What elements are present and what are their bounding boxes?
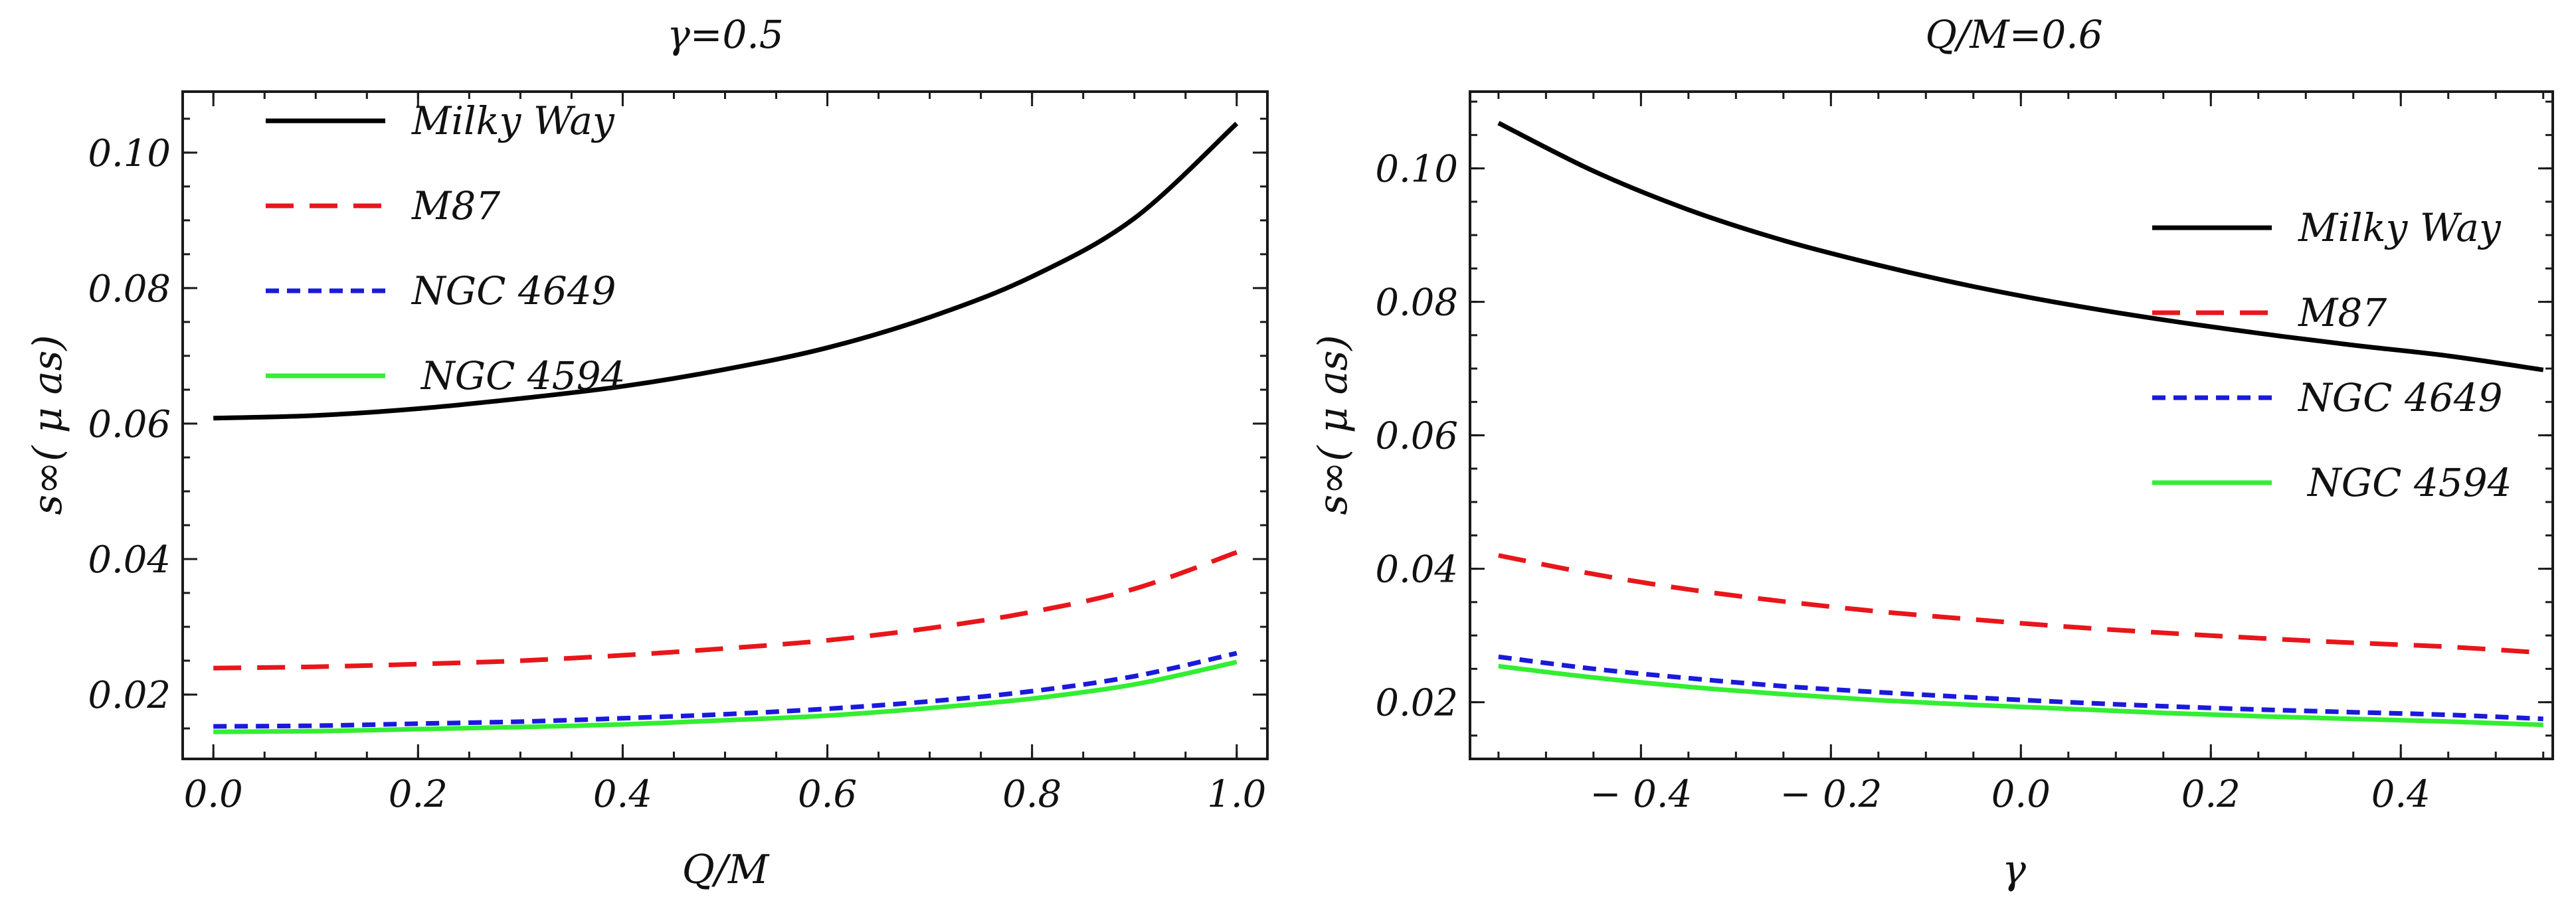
left-chart-title: γ=0.5: [667, 12, 784, 57]
right-axis-ticks: − 0.4 − 0.2 0.0 0.2 0.4 0.02 0.04 0.06 0.08 0.10: [1375, 92, 2553, 816]
legend-label: NGC 4594: [420, 353, 626, 398]
series-line-m87: [213, 550, 1238, 671]
x-tick-label: 0.2: [2181, 773, 2241, 816]
left-series-lines: [213, 122, 1239, 734]
y-tick-label: 0.04: [1375, 548, 1458, 592]
legend-label: M87: [2298, 290, 2387, 335]
x-tick-label: 1.0: [1207, 773, 1266, 816]
y-tick-label: 0.02: [88, 674, 171, 717]
series-line-milky-way: [213, 122, 1239, 421]
right-chart-title: Q/M=0.6: [1925, 12, 2102, 57]
series-line-ngc-4649: [1498, 654, 2543, 722]
left-plot-frame: [181, 90, 1269, 760]
series-line-milky-way: [1497, 121, 2544, 372]
series-line-ngc-4594: [213, 659, 1238, 734]
x-tick-label: − 0.4: [1590, 773, 1692, 816]
right-y-axis-label: s∞( μ as): [1310, 335, 1356, 515]
right-legend: Milky Way M87 NGC 4649 NGC 4594: [2152, 205, 2512, 505]
x-tick-label: 0.6: [798, 773, 857, 816]
x-tick-label: 0.8: [1002, 773, 1061, 816]
y-tick-label: 0.04: [88, 538, 171, 582]
right-series-lines: [1497, 121, 2544, 728]
y-tick-label: 0.10: [1375, 148, 1458, 191]
x-tick-label: 0.0: [1991, 773, 2051, 816]
y-tick-label: 0.08: [1375, 282, 1458, 325]
legend-label: NGC 4649: [411, 268, 616, 313]
left-axis-ticks: 0.0 0.2 0.4 0.6 0.8 1.0 0.02 0.04 0.06 0.08 0.10: [88, 92, 1267, 816]
x-tick-label: 0.4: [2371, 773, 2431, 816]
legend-label: NGC 4649: [2297, 375, 2503, 420]
y-tick-label: 0.06: [1375, 415, 1458, 458]
x-tick-label: 0.4: [593, 773, 652, 816]
right-panel: Q/M=0.6 γ s∞( μ as) − 0.4 − 0.2 0.0 0.2 0.4 0…: [1310, 12, 2554, 893]
y-tick-label: 0.02: [1375, 682, 1458, 725]
series-line-m87: [1498, 553, 2543, 655]
y-tick-label: 0.06: [88, 403, 171, 446]
x-tick-label: − 0.2: [1780, 773, 1882, 816]
left-y-axis-label: s∞( μ as): [25, 335, 71, 515]
right-x-axis-label: γ: [2002, 847, 2026, 893]
y-tick-label: 0.10: [88, 132, 171, 175]
legend-label: M87: [411, 183, 500, 228]
x-tick-label: 0.0: [184, 773, 243, 816]
left-legend: Milky Way M87 NGC 4649 NGC 4594: [266, 98, 626, 398]
legend-label: NGC 4594: [2306, 460, 2512, 505]
left-panel: γ=0.5 Q/M s∞( μ as) 0.0 0.2 0.4 0.6 0.8 1.00.…: [25, 12, 1269, 893]
right-plot-frame: [1469, 90, 2554, 760]
legend-label: Milky Way: [411, 98, 615, 143]
series-line-ngc-4649: [213, 651, 1238, 729]
legend-label: Milky Way: [2298, 205, 2502, 250]
series-line-ngc-4594: [1498, 663, 2543, 728]
x-tick-label: 0.2: [389, 773, 448, 816]
y-tick-label: 0.08: [88, 268, 171, 311]
left-x-axis-label: Q/M: [682, 847, 770, 893]
